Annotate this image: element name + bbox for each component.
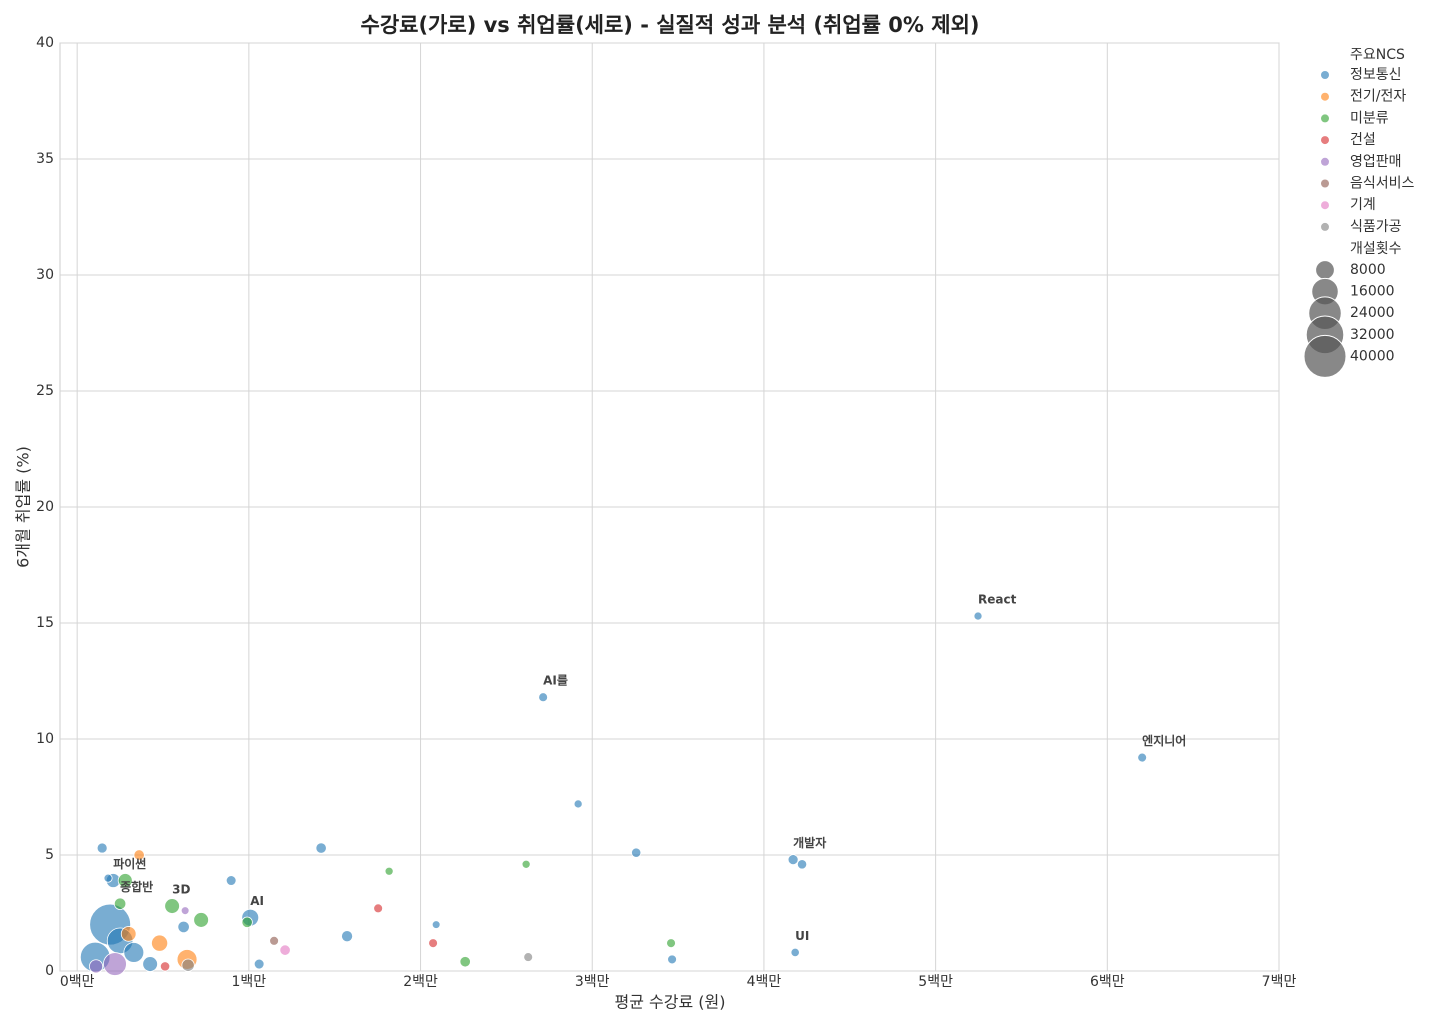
y-tick-label: 20 <box>36 499 54 515</box>
bubble <box>117 873 133 888</box>
legend-marker <box>1321 114 1329 123</box>
legend-label: 전기/전자 <box>1350 89 1406 105</box>
y-tick-label: 30 <box>36 267 54 283</box>
bubble <box>89 959 104 974</box>
bubble <box>241 916 253 928</box>
legend-marker <box>1321 157 1329 166</box>
bubble <box>177 920 190 934</box>
y-tick-label: 40 <box>36 35 54 51</box>
bubble <box>315 842 327 854</box>
bubble <box>279 944 291 956</box>
x-tick-label: 6백만 <box>1090 974 1125 990</box>
bubble <box>1137 752 1148 763</box>
bubble <box>521 859 531 869</box>
size-legend-marker <box>1315 260 1335 280</box>
bubble <box>193 912 209 928</box>
bubble <box>181 958 195 972</box>
bubble <box>120 926 137 942</box>
bubble <box>573 799 583 809</box>
size-legend-label: 24000 <box>1350 305 1395 321</box>
legend-marker <box>1321 222 1329 231</box>
point-label: UI <box>795 929 809 943</box>
bubble <box>103 952 127 976</box>
bubble <box>269 935 279 946</box>
bubble <box>787 854 799 866</box>
legend-label: 정보통신 <box>1350 67 1402 83</box>
bubble <box>151 934 169 952</box>
bubble <box>523 952 534 962</box>
point-label: AI를 <box>543 674 568 688</box>
bubble <box>538 692 548 703</box>
legend-marker <box>1321 179 1329 188</box>
y-axis-label: 6개월 취업률 (%) <box>14 446 33 568</box>
bubble <box>103 873 113 883</box>
chart-title: 수강료(가로) vs 취업률(세로) - 실질적 성과 분석 (취업률 0% 제… <box>361 13 980 37</box>
point-label: 종합반 <box>120 879 153 894</box>
legend-label: 기계 <box>1350 197 1376 213</box>
bubble <box>666 938 676 949</box>
x-tick-label: 2백만 <box>403 974 438 990</box>
point-label: 엔지니어 <box>1142 733 1186 748</box>
bubble <box>113 897 127 910</box>
bubble <box>790 947 800 958</box>
legend-label: 음식서비스 <box>1350 176 1415 192</box>
legend-marker <box>1321 201 1329 210</box>
x-tick-label: 5백만 <box>918 974 953 990</box>
size-legend-label: 16000 <box>1350 284 1395 300</box>
x-tick-label: 0백만 <box>60 974 95 990</box>
bubble <box>253 958 265 970</box>
y-tick-label: 10 <box>36 731 54 747</box>
bubble <box>133 849 145 861</box>
legend-title: 주요NCS <box>1350 47 1405 63</box>
point-label: 3D <box>172 883 190 897</box>
legend-marker <box>1321 71 1329 79</box>
y-tick-label: 25 <box>36 383 54 399</box>
point-label: AI <box>250 894 264 908</box>
bubble <box>142 956 158 972</box>
x-axis-label: 평균 수강료 (원) <box>615 993 726 1012</box>
x-tick-label: 4백만 <box>747 974 782 990</box>
point-label: React <box>978 593 1017 607</box>
bubble <box>341 930 354 943</box>
size-legend-title: 개설횟수 <box>1350 241 1402 257</box>
size-legend-label: 40000 <box>1350 348 1395 364</box>
bubble <box>667 954 677 965</box>
legend-marker <box>1321 136 1329 145</box>
legend-label: 미분류 <box>1350 110 1389 126</box>
legend-label: 식품가공 <box>1350 219 1402 235</box>
size-legend-marker <box>1303 334 1347 378</box>
bubble <box>973 611 983 621</box>
legend-label: 건설 <box>1350 132 1376 148</box>
legend-marker <box>1321 92 1329 101</box>
x-tick-label: 3백만 <box>575 974 610 990</box>
point-label: 파이썬 <box>113 856 146 871</box>
x-tick-label: 7백만 <box>1262 974 1297 990</box>
bubble <box>180 906 190 916</box>
bubble <box>373 903 383 914</box>
y-tick-label: 5 <box>45 847 54 863</box>
x-tick-label: 1백만 <box>232 974 267 990</box>
y-tick-label: 0 <box>45 963 54 979</box>
bubble <box>123 942 145 963</box>
bubble <box>225 875 237 886</box>
bubble <box>428 938 438 949</box>
y-tick-label: 15 <box>36 615 54 631</box>
y-tick-label: 35 <box>36 151 54 167</box>
size-legend-label: 32000 <box>1350 327 1395 343</box>
bubble <box>631 847 642 858</box>
bubble <box>96 842 108 854</box>
bubble <box>384 866 394 876</box>
bubble <box>431 920 441 929</box>
point-label: 개발자 <box>793 835 826 850</box>
bubble <box>459 956 471 968</box>
legend-label: 영업판매 <box>1350 154 1402 170</box>
size-legend-label: 8000 <box>1350 262 1386 278</box>
bubble <box>159 961 171 972</box>
bubble <box>796 859 808 870</box>
bubble <box>164 898 180 914</box>
